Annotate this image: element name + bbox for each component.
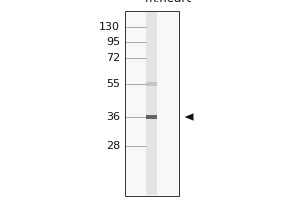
Text: 28: 28 [106, 141, 120, 151]
Text: m.heart: m.heart [145, 0, 191, 5]
Text: 36: 36 [106, 112, 120, 122]
Text: 72: 72 [106, 53, 120, 63]
Text: 55: 55 [106, 79, 120, 89]
Bar [146, 82, 157, 86]
Bar [146, 115, 157, 119]
Polygon shape [184, 113, 194, 121]
Bar [146, 12, 157, 195]
Text: 95: 95 [106, 37, 120, 47]
Bar [124, 11, 178, 196]
Text: 130: 130 [99, 22, 120, 32]
